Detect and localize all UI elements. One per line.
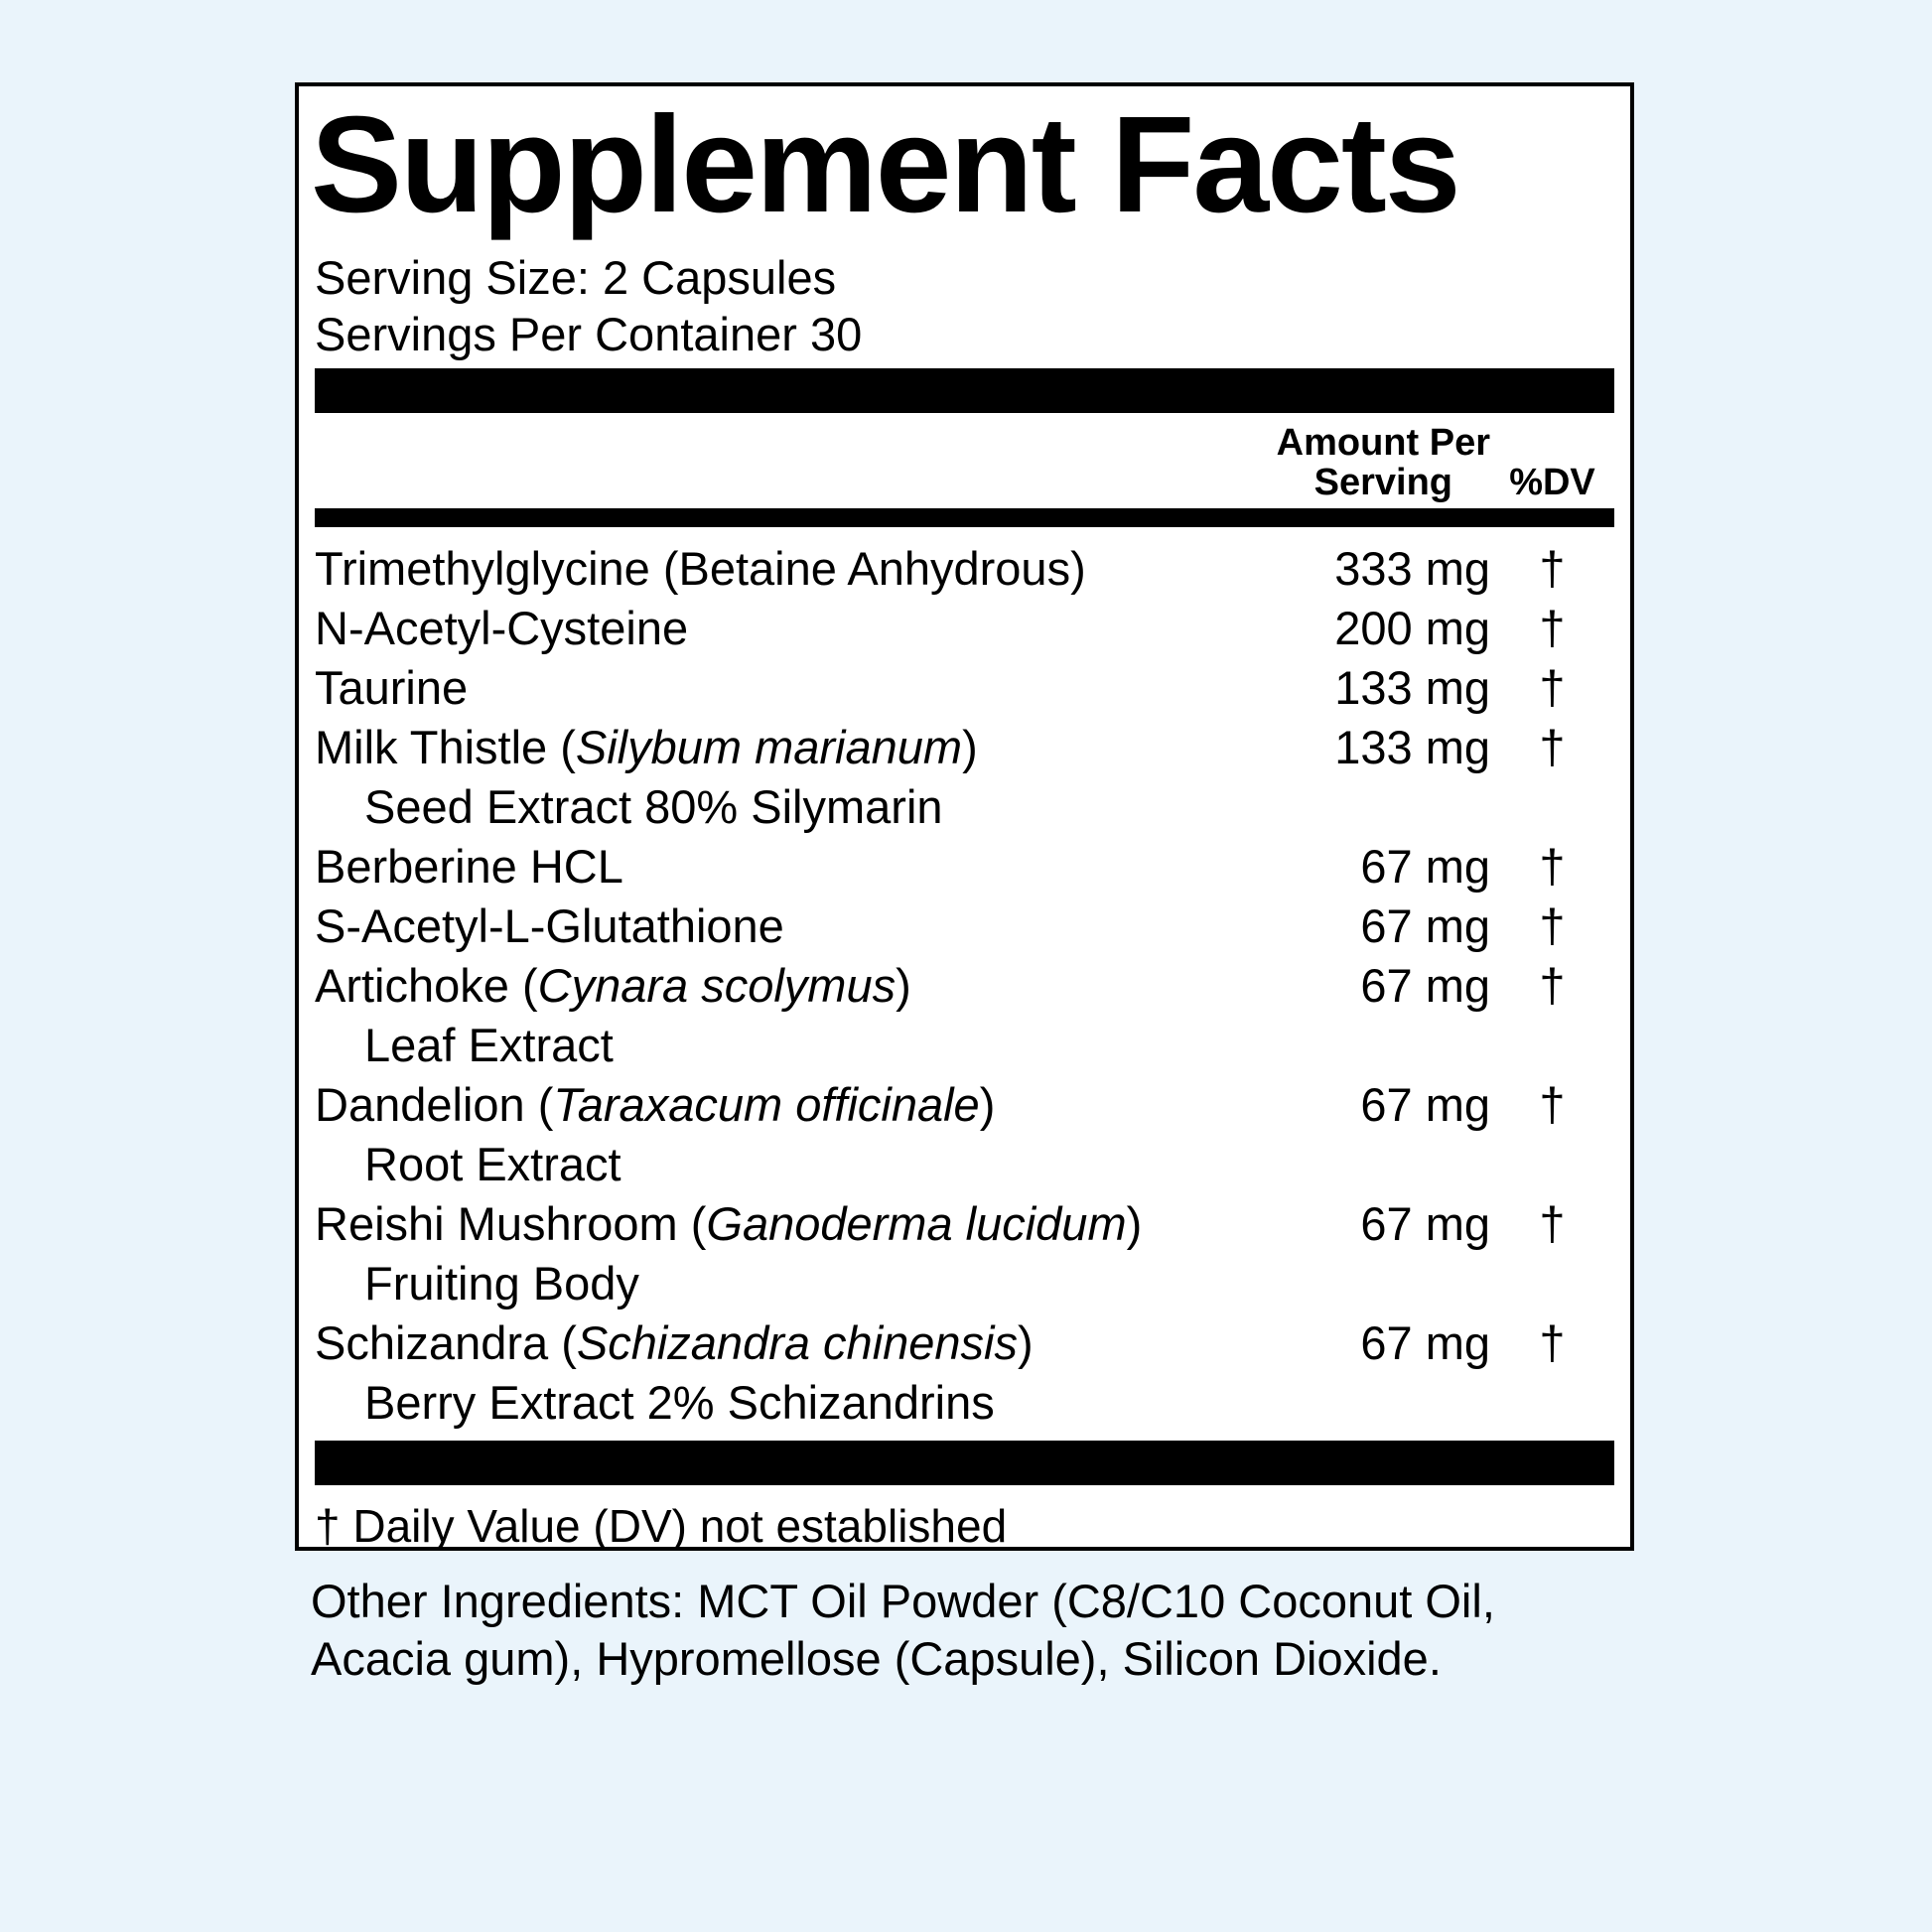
ingredient-amount: 67 mg (1360, 1197, 1490, 1250)
column-header-row: Amount Per Serving %DV (315, 413, 1614, 508)
divider-bar-bottom (315, 1441, 1614, 1485)
ingredient-amount: 67 mg (1360, 959, 1490, 1012)
ingredient-dv: † (1539, 661, 1566, 714)
ingredient-amount: 67 mg (1360, 1078, 1490, 1131)
ingredient-dv: † (1539, 959, 1566, 1012)
supplement-facts-panel: Supplement Facts Serving Size: 2 Capsule… (295, 82, 1634, 1551)
ingredient-row: S-Acetyl-L-Glutathione 67 mg † (315, 897, 1614, 956)
ingredient-subtext: Berry Extract 2% Schizandrins (364, 1376, 995, 1429)
ingredient-latin-name: Cynara scolymus (537, 959, 897, 1012)
supplement-facts-title: Supplement Facts (311, 88, 1461, 241)
ingredient-row: Artichoke (Cynara scolymus) 67 mg † (315, 956, 1614, 1016)
servings-per-container: Servings Per Container 30 (315, 308, 863, 360)
amount-per-serving-header: Amount Per Serving (1277, 423, 1490, 502)
ingredient-row: Taurine 133 mg † (315, 658, 1614, 718)
ingredient-amount: 67 mg (1360, 840, 1490, 893)
ingredient-name: N-Acetyl-Cysteine (315, 602, 689, 654)
ingredient-dv: † (1539, 542, 1566, 595)
ingredient-amount: 133 mg (1334, 661, 1490, 714)
other-ingredients: Other Ingredients: MCT Oil Powder (C8/C1… (311, 1575, 1495, 1685)
amount-header-line2: Serving (1313, 462, 1453, 503)
ingredient-row: Milk Thistle (Silybum marianum) 133 mg † (315, 718, 1614, 777)
ingredient-name: Milk Thistle (Silybum marianum) (315, 721, 978, 773)
ingredient-name: S-Acetyl-L-Glutathione (315, 899, 784, 952)
ingredient-amount: 67 mg (1360, 1316, 1490, 1369)
ingredient-name: Reishi Mushroom (Ganoderma lucidum) (315, 1197, 1143, 1250)
ingredient-amount: 67 mg (1360, 899, 1490, 952)
ingredient-name: Dandelion (Taraxacum officinale) (315, 1078, 996, 1131)
ingredient-latin-name: Silybum marianum (575, 721, 963, 773)
ingredient-subtext: Root Extract (364, 1138, 621, 1190)
ingredient-subtext: Leaf Extract (364, 1019, 614, 1071)
ingredient-row: Dandelion (Taraxacum officinale) 67 mg † (315, 1075, 1614, 1135)
ingredient-name: Schizandra (Schizandra chinensis) (315, 1316, 1034, 1369)
ingredient-name: Berberine HCL (315, 840, 623, 893)
ingredient-latin-name: Ganoderma lucidum (706, 1197, 1127, 1250)
amount-header-line1: Amount Per (1276, 422, 1490, 464)
ingredient-row: Schizandra (Schizandra chinensis) 67 mg … (315, 1313, 1614, 1373)
ingredient-amount: 200 mg (1334, 602, 1490, 654)
ingredient-row: Reishi Mushroom (Ganoderma lucidum) 67 m… (315, 1194, 1614, 1254)
ingredient-dv: † (1539, 840, 1566, 893)
daily-value-footnote: † Daily Value (DV) not established (315, 1500, 1008, 1551)
percent-dv-header: %DV (1509, 462, 1595, 503)
ingredient-row: Trimethylglycine (Betaine Anhydrous) 333… (315, 539, 1614, 599)
ingredient-dv: † (1539, 1316, 1566, 1369)
ingredient-dv: † (1539, 1078, 1566, 1131)
ingredient-dv: † (1539, 602, 1566, 654)
ingredient-amount: 133 mg (1334, 721, 1490, 773)
ingredient-latin-name: Schizandra chinensis (576, 1316, 1018, 1369)
ingredient-subtext: Fruiting Body (364, 1257, 639, 1310)
ingredient-dv: † (1539, 721, 1566, 773)
ingredient-amount: 333 mg (1334, 542, 1490, 595)
ingredient-row: N-Acetyl-Cysteine 200 mg † (315, 599, 1614, 658)
ingredient-rows: Trimethylglycine (Betaine Anhydrous) 333… (315, 527, 1614, 1433)
ingredient-dv: † (1539, 899, 1566, 952)
ingredient-dv: † (1539, 1197, 1566, 1250)
ingredient-row: Berberine HCL 67 mg † (315, 837, 1614, 897)
serving-size: Serving Size: 2 Capsules (315, 251, 837, 304)
divider-bar-header (315, 508, 1614, 527)
ingredient-subtext: Seed Extract 80% Silymarin (364, 780, 943, 833)
ingredient-name: Taurine (315, 661, 469, 714)
divider-bar-top (315, 368, 1614, 413)
ingredient-name: Artichoke (Cynara scolymus) (315, 959, 911, 1012)
ingredient-name: Trimethylglycine (Betaine Anhydrous) (315, 542, 1086, 595)
ingredient-latin-name: Taraxacum officinale (553, 1078, 980, 1131)
